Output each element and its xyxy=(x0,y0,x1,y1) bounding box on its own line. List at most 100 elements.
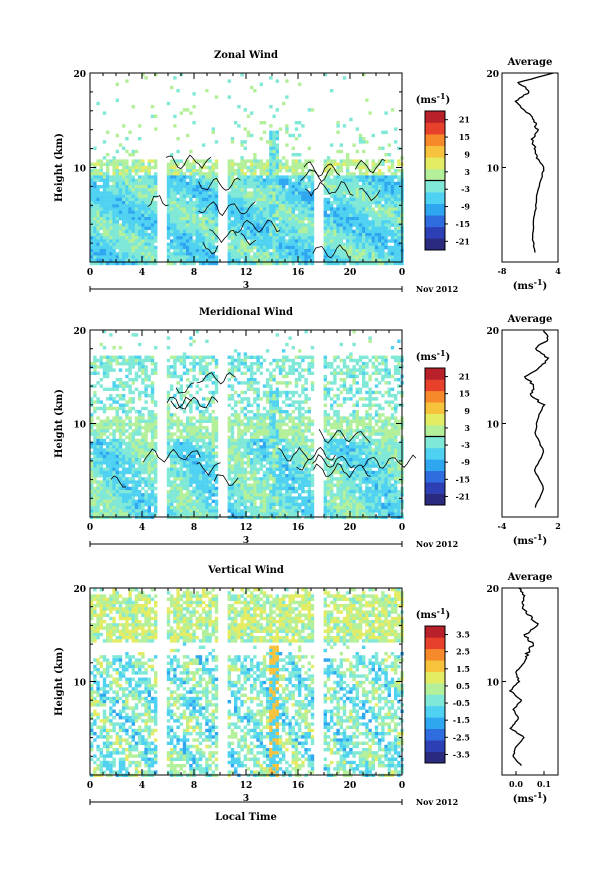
heatmap-cell xyxy=(211,381,215,385)
heatmap-cell xyxy=(96,249,100,253)
heatmap-cell xyxy=(141,509,145,513)
heatmap-cell xyxy=(189,410,193,414)
heatmap-cell xyxy=(285,213,289,218)
heatmap-cell xyxy=(138,448,142,452)
heatmap-cell xyxy=(387,159,391,163)
heatmap-cell xyxy=(150,454,155,459)
heatmap-cell xyxy=(237,474,241,478)
heatmap-cell xyxy=(246,454,251,459)
heatmap-cell xyxy=(272,220,276,224)
heatmap-cell xyxy=(166,242,171,246)
heatmap-cell xyxy=(144,499,148,503)
heatmap-cell xyxy=(154,162,158,166)
heatmap-cell xyxy=(144,181,148,186)
heatmap-cell xyxy=(138,204,142,208)
heatmap-cell xyxy=(336,217,340,221)
heatmap-cell xyxy=(128,438,132,443)
heatmap-cell xyxy=(125,413,129,417)
heatmap-cell xyxy=(96,191,100,195)
heatmap-cell xyxy=(211,499,215,503)
heatmap-cell xyxy=(118,486,123,491)
heatmap-cell xyxy=(230,159,235,163)
heatmap-cell xyxy=(323,249,327,253)
heatmap-cell xyxy=(240,512,244,516)
heatmap-cell xyxy=(250,426,254,430)
heatmap-cell xyxy=(266,223,270,227)
heatmap-cell xyxy=(118,474,123,478)
heatmap-cell xyxy=(138,220,142,224)
heatmap-cell xyxy=(170,204,174,208)
heatmap-cell xyxy=(186,467,190,471)
heatmap-cell xyxy=(179,506,183,510)
heatmap-cell xyxy=(189,336,193,340)
heatmap-cell xyxy=(173,223,177,227)
heatmap-cell xyxy=(368,258,372,262)
heatmap-cell xyxy=(368,229,372,234)
heatmap-cell xyxy=(342,204,347,208)
heatmap-cell xyxy=(278,159,283,163)
heatmap-cell xyxy=(374,178,379,182)
heatmap-cell xyxy=(205,490,209,494)
heatmap-cell xyxy=(131,207,135,211)
heatmap-cell xyxy=(150,194,155,198)
heatmap-cell xyxy=(301,258,305,262)
heatmap-cell xyxy=(256,261,260,266)
heatmap-cell xyxy=(195,477,199,481)
contour-line xyxy=(234,219,281,233)
heatmap-cell xyxy=(230,394,235,398)
heatmap-cell xyxy=(106,477,110,481)
heatmap-cell xyxy=(170,374,174,379)
heatmap-cell xyxy=(144,242,148,246)
heatmap-cell xyxy=(342,249,347,253)
heatmap-cell xyxy=(243,255,247,259)
heatmap-cell xyxy=(106,480,110,484)
heatmap-cell xyxy=(243,426,247,430)
heatmap-cell xyxy=(214,229,219,234)
heatmap-cell xyxy=(195,185,199,189)
heatmap-cell xyxy=(336,191,340,195)
heatmap-cell xyxy=(288,245,292,250)
colorbar-segment xyxy=(425,203,445,216)
heatmap-cell xyxy=(342,242,347,246)
heatmap-cell xyxy=(237,233,241,237)
heatmap-cell xyxy=(256,512,260,516)
heatmap-cell xyxy=(211,194,215,198)
heatmap-cell xyxy=(374,226,379,230)
heatmap-cell xyxy=(141,464,145,468)
heatmap-cell xyxy=(179,483,183,487)
heatmap-cell xyxy=(90,210,94,214)
heatmap-cell xyxy=(282,162,286,166)
heatmap-cell xyxy=(214,261,219,266)
heatmap-cell xyxy=(394,204,398,208)
heatmap-cell xyxy=(90,477,94,481)
heatmap-cell xyxy=(227,204,231,208)
heatmap-cell xyxy=(102,242,107,246)
heatmap-cell xyxy=(112,245,116,250)
heatmap-cell xyxy=(192,448,196,452)
heatmap-cell xyxy=(291,159,295,163)
heatmap-cell xyxy=(141,169,145,173)
heatmap-cell xyxy=(106,448,110,452)
heatmap-cell xyxy=(138,197,142,202)
heatmap-cell xyxy=(179,502,183,507)
heatmap-cell xyxy=(192,217,196,221)
heatmap-cell xyxy=(342,188,347,192)
heatmap-cell xyxy=(166,448,171,452)
heatmap-cell xyxy=(307,226,311,230)
heatmap-cell xyxy=(122,162,126,166)
heatmap-cell xyxy=(141,365,145,369)
heatmap-cell xyxy=(90,483,94,487)
heatmap-cell xyxy=(179,358,183,363)
heatmap-cell xyxy=(294,201,299,205)
heatmap-cell xyxy=(115,188,119,192)
heatmap-cell xyxy=(298,255,302,259)
heatmap-cell xyxy=(109,207,113,211)
heatmap-cell xyxy=(179,255,183,259)
heatmap-cell xyxy=(365,245,369,250)
heatmap-cell xyxy=(387,204,391,208)
heatmap-cell xyxy=(134,220,139,224)
heatmap-cell xyxy=(118,416,123,420)
x-tick-label: 16 xyxy=(292,268,305,278)
heatmap-cell xyxy=(259,169,263,173)
heatmap-cell xyxy=(128,502,132,507)
